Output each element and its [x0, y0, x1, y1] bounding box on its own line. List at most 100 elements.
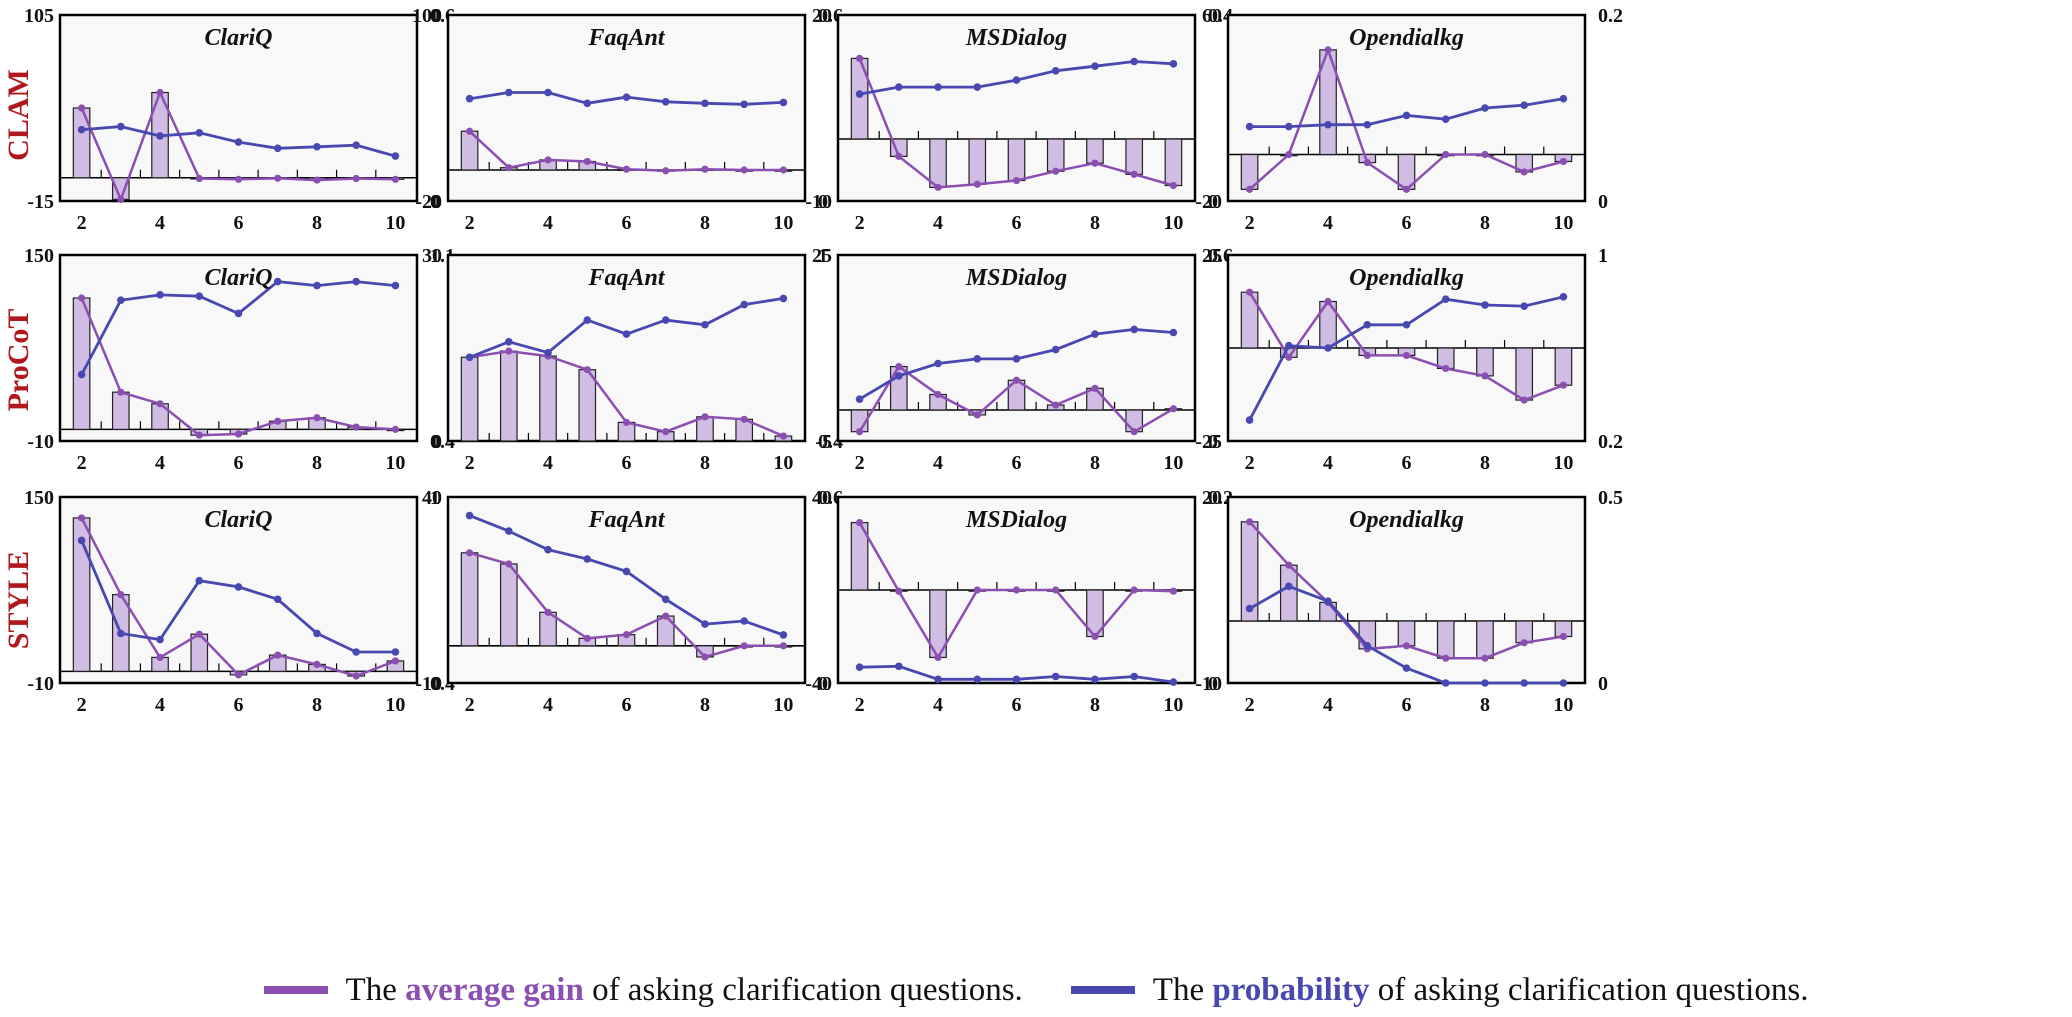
gain-bar: [111, 391, 130, 430]
prob-point: [1481, 679, 1489, 687]
left-axis-min-label: -40: [805, 673, 832, 695]
prob-point: [701, 620, 709, 628]
gain-bar: [696, 416, 714, 442]
gain-point: [234, 175, 243, 183]
prob-point: [973, 355, 982, 363]
gain-bar: [1515, 347, 1534, 401]
gain-point: [195, 431, 203, 439]
x-tick-label: 8: [700, 452, 710, 474]
left-axis-min-label: -10: [1195, 673, 1222, 695]
panel-procot-opendialkg: Opendialkg 25 -25 1 0.2 2 4 6 8 10: [1195, 245, 1623, 474]
prob-point: [1285, 582, 1293, 591]
prob-point: [156, 635, 164, 644]
panel-frame: [1226, 495, 1587, 685]
left-axis-min-label: -10: [415, 673, 442, 695]
legend: The average gain of asking clarification…: [0, 965, 2072, 1015]
x-tick-label: 6: [1402, 212, 1412, 234]
prob-point: [1363, 642, 1372, 650]
prob-point: [156, 291, 164, 299]
gain-point: [622, 631, 631, 639]
prob-point: [234, 138, 243, 146]
prob-point: [544, 348, 552, 357]
gain-bar: [1046, 138, 1065, 172]
x-tick-label: 4: [543, 212, 553, 234]
prob-point: [544, 545, 552, 554]
gain-point: [1169, 587, 1178, 595]
prob-point: [1441, 679, 1450, 687]
gain-bar: [1125, 138, 1144, 175]
prob-point: [1520, 101, 1528, 110]
right-axis-max-label: 0.5: [1598, 487, 1623, 509]
gain-point: [1442, 364, 1450, 373]
prob-point: [465, 94, 474, 103]
gain-bar: [499, 350, 518, 442]
prob-point: [313, 629, 321, 638]
gain-point: [1012, 586, 1021, 594]
prob-point: [1441, 115, 1450, 123]
prob-point: [1324, 120, 1332, 129]
gain-point: [662, 167, 670, 175]
gain-point: [544, 156, 552, 164]
gain-point: [1169, 181, 1178, 190]
prob-point: [465, 353, 474, 362]
x-tick-label: 6: [1012, 452, 1022, 474]
prob-point: [583, 555, 592, 563]
gain-point: [1012, 376, 1021, 384]
x-tick-label: 2: [855, 452, 865, 474]
panel-title: Opendialkg: [1349, 25, 1464, 51]
gain-point: [391, 657, 400, 665]
x-tick-label: 4: [543, 452, 553, 474]
right-axis-max-label: 1: [430, 487, 440, 509]
gain-point: [1324, 46, 1332, 54]
gain-bar: [460, 356, 479, 442]
gain-point: [740, 415, 748, 423]
prob-point: [391, 281, 400, 290]
prob-point: [1481, 104, 1489, 112]
legend-prob-highlight: probability: [1212, 971, 1370, 1008]
gain-point: [1520, 396, 1528, 404]
gain-point: [1481, 150, 1489, 159]
prob-point: [352, 648, 360, 656]
right-axis-min-label: 0: [1208, 191, 1218, 213]
x-tick-label: 10: [385, 212, 405, 234]
panel-title: MSDialog: [965, 25, 1067, 51]
prob-point: [740, 300, 748, 309]
gain-point: [1130, 428, 1138, 436]
gain-bar: [1397, 620, 1416, 647]
gain-point: [1324, 297, 1332, 306]
x-tick-label: 8: [1480, 694, 1490, 716]
gain-bar: [539, 355, 557, 442]
prob-point: [1169, 678, 1178, 686]
prob-point: [661, 98, 670, 106]
prob-point: [195, 129, 204, 137]
prob-point: [1363, 320, 1372, 329]
prob-point: [234, 583, 243, 591]
prob-point: [622, 93, 631, 101]
left-axis-max-label: 150: [24, 245, 54, 267]
gain-point: [934, 390, 942, 399]
prob-point: [1324, 344, 1332, 352]
prob-point: [895, 83, 903, 91]
gain-point: [117, 388, 125, 396]
legend-prob-swatch: [1070, 986, 1135, 994]
legend-gain-highlight: average gain: [405, 971, 584, 1008]
prob-point: [391, 648, 400, 656]
x-tick-label: 6: [234, 694, 244, 716]
gain-point: [274, 651, 282, 659]
prob-point: [1285, 122, 1293, 131]
x-tick-label: 4: [1323, 212, 1333, 234]
left-axis-min-label: -10: [27, 673, 54, 695]
gain-point: [1402, 642, 1411, 650]
gain-point: [1402, 351, 1411, 360]
gain-point: [1559, 632, 1568, 641]
prob-point: [1012, 675, 1021, 684]
gain-point: [195, 174, 203, 183]
prob-point: [77, 536, 86, 545]
gain-bar: [1554, 347, 1573, 386]
right-axis-min-label: 0: [1208, 673, 1218, 695]
gain-point: [622, 165, 631, 173]
x-tick-label: 8: [312, 212, 322, 234]
gain-bar: [1007, 138, 1026, 182]
prob-point: [391, 152, 400, 160]
gain-point: [855, 428, 864, 436]
